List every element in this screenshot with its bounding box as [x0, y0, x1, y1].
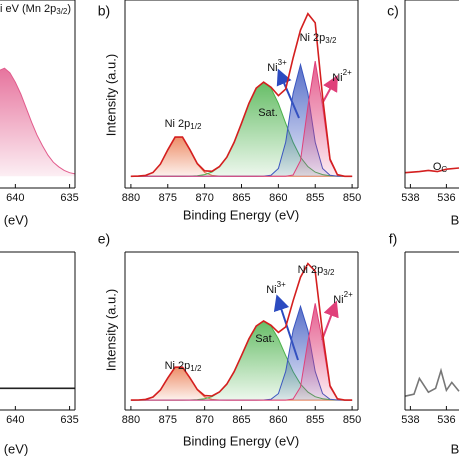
annotation-part: 3/2	[56, 7, 68, 16]
annotation-part: 1/2	[190, 122, 202, 131]
x-tick-label: 870	[195, 192, 213, 204]
annotation-part: 2+	[344, 290, 353, 299]
annotation: Ni2+	[332, 68, 352, 84]
area-shade	[130, 61, 353, 177]
x-tick-label: 855	[306, 414, 324, 426]
annotation: Sat.	[255, 333, 275, 345]
x-tick-label: 855	[306, 192, 324, 204]
annotation-part: Ni 2p	[300, 32, 326, 44]
arrow	[321, 300, 339, 341]
panel-label: b)	[98, 3, 110, 19]
x-tick-label: 536	[437, 192, 455, 204]
panel-label: e)	[98, 231, 110, 247]
x-tick-label: 875	[159, 192, 177, 204]
annotation-part: 1/2	[190, 364, 202, 373]
annotation-part: 3/2	[323, 268, 335, 277]
series-line	[404, 367, 460, 397]
series-line	[0, 67, 76, 175]
x-tick-label: 536	[437, 414, 455, 426]
annotation: Ni3+	[267, 58, 287, 74]
x-tick-label: 865	[232, 414, 250, 426]
annotation-part: Ni 2p	[298, 264, 324, 276]
annotation-part: 3+	[277, 280, 286, 289]
x-tick-label: 635	[60, 414, 78, 426]
annotation-part: 3/2	[325, 36, 337, 45]
x-tick-label: 880	[122, 414, 140, 426]
x-axis-label: (eV)	[4, 212, 29, 227]
x-axis-label: (eV)	[4, 441, 29, 456]
x-axis-label: B	[451, 212, 460, 227]
annotation-part: Ni 2p	[165, 118, 191, 130]
annotation-part: Ni	[267, 62, 277, 74]
series-line	[130, 12, 353, 178]
series-line	[130, 262, 353, 401]
annotation-part: )	[67, 3, 71, 15]
x-tick-label: 850	[343, 414, 361, 426]
panel-label: c)	[387, 3, 399, 19]
series-line	[130, 61, 353, 177]
area-shade	[130, 306, 353, 401]
annotation-part: 2+	[343, 68, 352, 77]
panel-title: i eV (Mn 2p3/2)	[0, 3, 71, 16]
annotation-part: Ni	[333, 294, 343, 306]
annotation-part: Ni 2p	[165, 360, 191, 372]
annotation: Ni 2p1/2	[165, 118, 202, 131]
annotation: OC	[433, 161, 448, 174]
x-tick-label: 850	[343, 192, 361, 204]
annotation: Ni 2p3/2	[300, 32, 337, 45]
x-tick-label: 880	[122, 192, 140, 204]
x-tick-label: 875	[159, 414, 177, 426]
annotation-part: Sat.	[258, 107, 278, 119]
annotation-part: Ni	[266, 284, 276, 296]
annotation-part: C	[441, 165, 447, 174]
x-axis-label: Binding Energy (eV)	[183, 433, 299, 448]
x-axis-label: Binding Energy (eV)	[183, 207, 299, 222]
annotation-part: i eV (Mn 2p	[0, 3, 56, 15]
x-tick-label: 538	[401, 414, 419, 426]
annotation-part: O	[433, 161, 442, 173]
annotation: Ni2+	[333, 290, 353, 306]
area-shade	[0, 68, 75, 177]
x-tick-label: 860	[269, 192, 287, 204]
x-tick-label: 870	[195, 414, 213, 426]
x-tick-label: 538	[401, 192, 419, 204]
area-shade	[130, 303, 353, 401]
x-tick-label: 860	[269, 414, 287, 426]
y-axis-label: Intensity (a.u.)	[103, 54, 118, 136]
series-line	[130, 303, 353, 401]
x-tick-label: 640	[6, 192, 24, 204]
annotation: Sat.	[258, 107, 278, 119]
panel-label: f)	[389, 231, 398, 247]
x-tick-label: 635	[60, 192, 78, 204]
annotation: Ni3+	[266, 280, 286, 296]
y-axis-label: Intensity (a.u.)	[103, 289, 118, 371]
annotation: Ni 2p3/2	[298, 264, 335, 277]
annotation: Ni 2p1/2	[165, 360, 202, 373]
x-tick-label: 640	[6, 414, 24, 426]
area-shade	[130, 64, 353, 177]
annotation-part: Ni	[332, 72, 342, 84]
area-shade	[130, 137, 353, 177]
x-axis-label: B	[451, 441, 460, 456]
series-line	[404, 167, 460, 174]
arrow	[322, 74, 338, 103]
area-shade	[130, 367, 353, 401]
annotation-part: 3+	[278, 58, 287, 67]
x-tick-label: 865	[232, 192, 250, 204]
annotation-part: Sat.	[255, 333, 275, 345]
